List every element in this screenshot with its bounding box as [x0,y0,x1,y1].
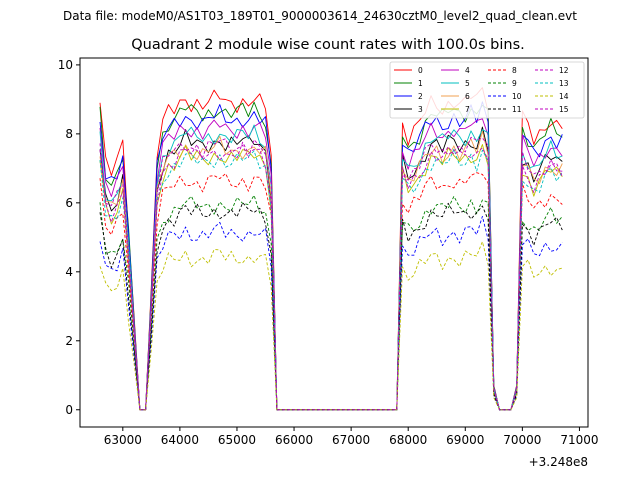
series-line-module-14 [99,241,563,411]
y-tick-label: 10 [58,58,73,72]
series-line-module-11 [99,202,563,411]
x-tick-label: 65000 [218,433,256,447]
x-tick-label: 69000 [446,433,484,447]
y-tick-label: 2 [65,334,73,348]
legend-label-4: 4 [465,66,470,75]
x-tick-label: 64000 [161,433,199,447]
x-offset-label: +3.248e8 [529,455,588,469]
x-axis: 63000 64000 65000 66000 67000 68000 69000 70000… [104,427,599,447]
x-tick-label: 66000 [275,433,313,447]
file-suptitle: Data file: modeM0/AS1T03_189T01_90000036… [63,9,577,23]
legend-label-8: 8 [512,66,517,75]
legend-label-5: 5 [465,79,470,88]
plot-area: 63000 64000 65000 66000 67000 68000 69000 70000… [58,57,599,469]
x-tick-label: 70000 [503,433,541,447]
series-layer [99,87,563,411]
legend-label-7: 7 [465,105,470,114]
y-tick-label: 0 [65,403,73,417]
legend-label-13: 13 [559,79,569,88]
x-tick-label: 68000 [389,433,427,447]
y-tick-label: 4 [65,265,73,279]
legend-label-15: 15 [559,105,569,114]
x-tick-label: 67000 [332,433,370,447]
y-tick-label: 6 [65,196,73,210]
legend-label-3: 3 [418,105,423,114]
legend-label-11: 11 [512,105,522,114]
y-axis: 0 2 4 6 8 10 [58,58,80,417]
x-tick-label: 63000 [104,433,142,447]
y-tick-label: 8 [65,127,73,141]
legend-label-12: 12 [559,66,569,75]
legend-label-10: 10 [512,92,522,101]
legend-label-1: 1 [418,79,423,88]
legend-label-9: 9 [512,79,517,88]
legend-label-0: 0 [418,66,423,75]
legend-label-2: 2 [418,92,423,101]
legend-label-6: 6 [465,92,470,101]
x-tick-label: 71000 [560,433,598,447]
legend-box [389,61,585,119]
axes-frame [79,57,589,428]
chart-title: Quadrant 2 module wise count rates with … [131,37,525,53]
legend-label-14: 14 [559,92,569,101]
